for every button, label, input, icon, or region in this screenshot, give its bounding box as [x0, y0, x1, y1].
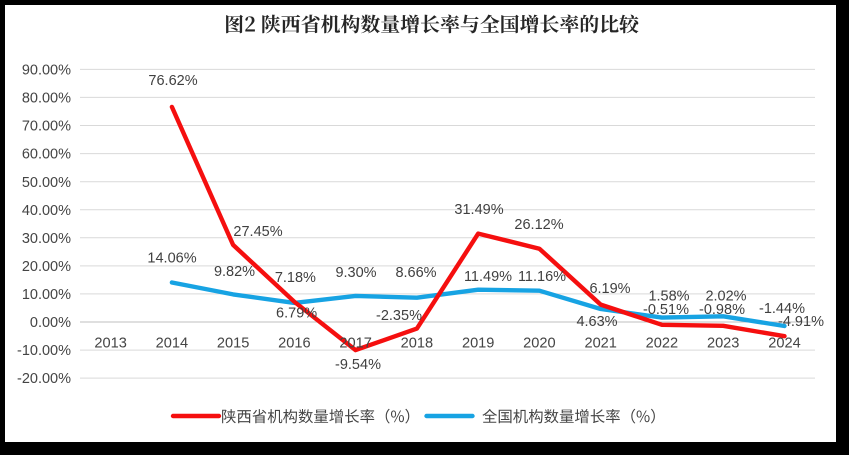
svg-text:-10.00%: -10.00% [17, 343, 71, 359]
svg-text:-1.44%: -1.44% [759, 301, 805, 317]
svg-text:6.79%: 6.79% [276, 305, 317, 321]
svg-text:2021: 2021 [584, 335, 616, 351]
svg-text:-2.35%: -2.35% [376, 308, 422, 324]
svg-text:30.00%: 30.00% [22, 231, 71, 247]
svg-text:60.00%: 60.00% [22, 147, 71, 163]
svg-text:-4.91%: -4.91% [778, 314, 824, 330]
svg-text:14.06%: 14.06% [147, 251, 196, 267]
svg-text:2017: 2017 [339, 335, 371, 351]
svg-text:76.62%: 76.62% [148, 73, 197, 89]
svg-text:26.12%: 26.12% [514, 217, 563, 233]
svg-text:9.82%: 9.82% [214, 264, 255, 280]
svg-text:2014: 2014 [156, 335, 188, 351]
svg-text:11.49%: 11.49% [464, 269, 512, 285]
svg-text:2013: 2013 [94, 335, 126, 351]
svg-text:1.58%: 1.58% [648, 289, 689, 305]
svg-text:27.45%: 27.45% [233, 224, 282, 240]
svg-text:2022: 2022 [646, 335, 678, 351]
svg-text:2.02%: 2.02% [705, 289, 746, 305]
svg-text:9.30%: 9.30% [335, 265, 376, 281]
svg-text:80.00%: 80.00% [22, 91, 71, 107]
svg-text:10.00%: 10.00% [22, 287, 71, 303]
svg-text:20.00%: 20.00% [22, 259, 71, 275]
svg-text:90.00%: 90.00% [22, 63, 71, 79]
svg-text:4.63%: 4.63% [576, 314, 617, 330]
svg-text:70.00%: 70.00% [22, 119, 71, 135]
svg-text:-0.98%: -0.98% [699, 302, 745, 318]
svg-text:8.66%: 8.66% [395, 265, 436, 281]
svg-text:2019: 2019 [462, 335, 494, 351]
svg-text:50.00%: 50.00% [22, 175, 71, 191]
svg-text:-20.00%: -20.00% [17, 371, 71, 387]
svg-text:6.19%: 6.19% [589, 281, 630, 297]
svg-text:2020: 2020 [523, 335, 555, 351]
svg-text:-9.54%: -9.54% [335, 357, 381, 373]
svg-text:2016: 2016 [278, 335, 310, 351]
svg-text:2018: 2018 [401, 335, 433, 351]
svg-text:40.00%: 40.00% [22, 203, 71, 219]
svg-text:-0.51%: -0.51% [643, 302, 689, 318]
svg-text:11.16%: 11.16% [518, 269, 566, 285]
svg-text:2024: 2024 [768, 335, 800, 351]
svg-text:0.00%: 0.00% [30, 315, 71, 331]
svg-text:7.18%: 7.18% [275, 270, 316, 286]
svg-text:31.49%: 31.49% [454, 202, 503, 218]
svg-text:2023: 2023 [707, 335, 739, 351]
svg-text:2015: 2015 [217, 335, 249, 351]
